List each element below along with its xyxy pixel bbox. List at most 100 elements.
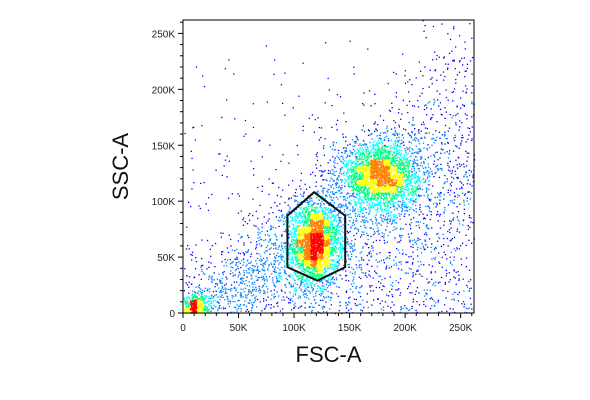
event-dot	[350, 168, 352, 170]
event-dot	[389, 153, 391, 155]
event-dot	[313, 257, 315, 259]
event-dot	[380, 166, 382, 169]
event-dot	[305, 251, 307, 254]
event-dot	[365, 211, 368, 214]
event-dot	[290, 264, 292, 266]
event-dot	[396, 150, 398, 153]
event-dot	[415, 151, 417, 153]
event-dot	[321, 231, 323, 233]
event-dot	[356, 177, 358, 179]
event-dot	[348, 196, 351, 198]
event-dot	[350, 171, 352, 173]
event-dot	[388, 194, 390, 196]
event-dot	[369, 170, 371, 172]
event-dot	[338, 247, 340, 249]
event-dot	[313, 246, 315, 248]
event-dot	[327, 227, 330, 229]
event-dot	[404, 171, 406, 173]
event-dot	[386, 149, 388, 151]
event-dot	[373, 183, 375, 185]
event-dot	[296, 251, 299, 254]
event-dot	[377, 208, 379, 210]
event-dot	[299, 225, 301, 227]
event-dot	[350, 163, 352, 165]
event-dot	[319, 244, 321, 246]
event-dot	[372, 177, 374, 179]
event-dot	[328, 256, 330, 258]
event-dot	[407, 152, 409, 154]
event-dot	[301, 215, 303, 217]
event-dot	[303, 229, 305, 232]
event-dot	[379, 185, 381, 188]
event-dot	[298, 249, 301, 251]
event-dot	[359, 143, 361, 145]
event-dot	[391, 195, 393, 197]
event-dot	[315, 232, 317, 234]
event-dot	[382, 132, 385, 134]
event-dot	[319, 290, 321, 292]
event-dot	[310, 264, 312, 266]
event-dot	[385, 164, 387, 166]
event-dot	[358, 166, 361, 169]
event-dot	[344, 185, 346, 187]
event-dot	[413, 158, 415, 161]
event-dot	[382, 146, 384, 148]
event-dot	[382, 172, 385, 174]
event-dot	[329, 276, 331, 278]
event-dot	[311, 232, 313, 234]
event-dot	[357, 180, 360, 182]
event-dot	[310, 222, 312, 224]
event-dot	[285, 260, 287, 262]
event-dot	[333, 219, 335, 221]
event-dot	[368, 163, 370, 165]
event-dot	[369, 198, 371, 200]
event-dot	[297, 227, 299, 229]
event-dot	[285, 223, 287, 226]
event-dot	[377, 124, 379, 126]
event-dot	[399, 183, 401, 186]
event-dot	[347, 169, 350, 171]
event-dot	[306, 225, 308, 227]
event-dot	[318, 245, 321, 247]
event-dot	[300, 255, 303, 257]
event-dot	[292, 249, 295, 251]
event-dot	[328, 231, 330, 233]
event-dot	[382, 162, 384, 164]
event-dot	[362, 158, 365, 161]
event-dot	[316, 233, 318, 236]
event-dot	[306, 199, 308, 201]
event-dot	[381, 152, 383, 154]
event-dot	[403, 168, 405, 170]
event-dot	[368, 207, 370, 209]
event-dot	[387, 202, 389, 204]
event-dot	[276, 239, 278, 241]
event-dot	[299, 296, 301, 298]
event-dot	[317, 212, 319, 214]
event-dot	[393, 145, 395, 147]
event-dot	[291, 251, 294, 254]
event-dot	[320, 207, 322, 209]
event-dot	[378, 167, 380, 169]
event-dot	[335, 277, 338, 279]
event-dot	[323, 207, 325, 209]
event-dot	[296, 243, 298, 245]
event-dot	[357, 170, 359, 172]
event-dot	[352, 187, 354, 189]
event-dot	[377, 169, 379, 171]
event-dot	[380, 140, 382, 142]
event-dot	[309, 243, 311, 246]
event-dot	[318, 274, 320, 276]
event-dot	[400, 139, 403, 142]
event-dot	[310, 213, 312, 216]
event-dot	[377, 203, 379, 205]
event-dot	[405, 170, 407, 172]
event-dot	[362, 167, 364, 169]
event-dot	[393, 188, 396, 190]
event-dot	[351, 160, 353, 162]
event-dot	[326, 224, 329, 227]
event-dot	[321, 210, 323, 212]
event-dot	[318, 249, 320, 251]
event-dot	[333, 204, 335, 206]
event-dot	[386, 193, 388, 195]
event-dot	[301, 241, 303, 243]
